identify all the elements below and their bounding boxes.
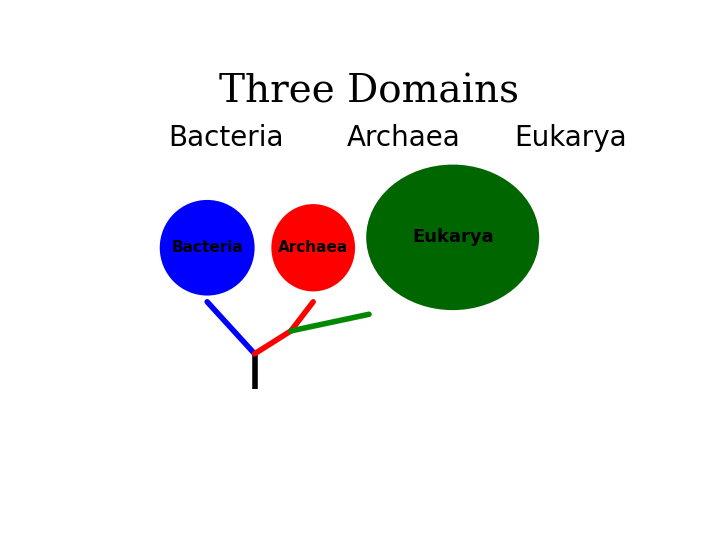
Text: Three Domains: Three Domains xyxy=(219,73,519,110)
Text: Eukarya: Eukarya xyxy=(514,124,626,152)
Ellipse shape xyxy=(366,165,539,310)
Ellipse shape xyxy=(271,204,355,292)
Ellipse shape xyxy=(160,200,255,295)
Text: Bacteria: Bacteria xyxy=(171,240,243,255)
Text: Bacteria: Bacteria xyxy=(168,124,284,152)
Text: Archaea: Archaea xyxy=(347,124,460,152)
Text: Eukarya: Eukarya xyxy=(412,228,493,246)
Text: Archaea: Archaea xyxy=(278,240,348,255)
